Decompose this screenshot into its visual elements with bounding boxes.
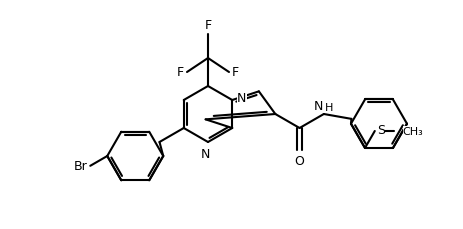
Text: N: N bbox=[237, 91, 246, 104]
Text: F: F bbox=[176, 66, 184, 79]
Text: Br: Br bbox=[73, 160, 87, 172]
Text: H: H bbox=[324, 103, 332, 112]
Text: CH₃: CH₃ bbox=[402, 126, 422, 136]
Text: O: O bbox=[294, 155, 304, 168]
Text: S: S bbox=[376, 124, 384, 137]
Text: N: N bbox=[313, 100, 322, 112]
Text: F: F bbox=[204, 19, 211, 32]
Text: N: N bbox=[200, 147, 209, 160]
Text: F: F bbox=[232, 66, 238, 79]
